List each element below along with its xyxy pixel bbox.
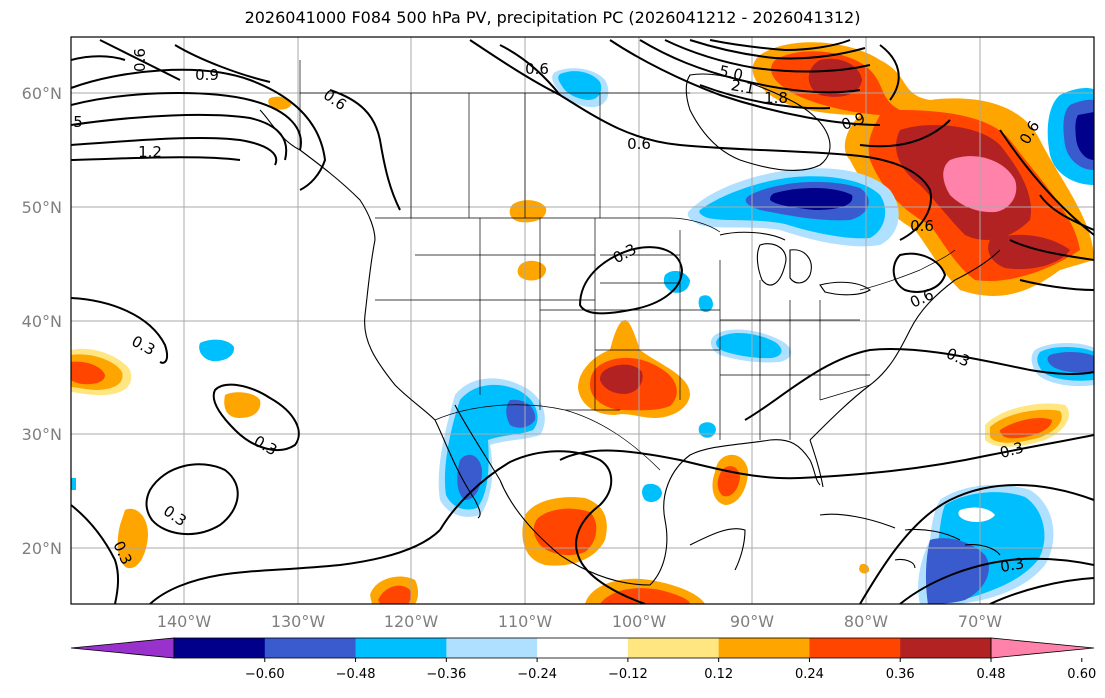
- colorbar-extend-high: [990, 637, 1095, 659]
- contour-label: 5: [73, 113, 83, 131]
- lon-tick-label: 120°W: [384, 612, 439, 631]
- colorbar-tick-label: 0.24: [795, 667, 824, 682]
- contour-label: 0.6: [627, 135, 651, 153]
- colorbar-extend-low: [70, 637, 175, 659]
- colorbar-tick-label: 0.60: [1067, 667, 1096, 682]
- lat-tick-label: 30°N: [22, 425, 62, 444]
- map-frame: [70, 36, 1095, 605]
- colorbar: [70, 637, 1095, 659]
- map-title: 2026041000 F084 500 hPa PV, precipitatio…: [244, 8, 861, 27]
- colorbar-tick-label: 0.12: [704, 667, 733, 682]
- lat-axis: 60°N 50°N 40°N 30°N 20°N: [22, 84, 62, 558]
- lat-tick-label: 20°N: [22, 539, 62, 558]
- contour-label: 0.6: [910, 217, 934, 235]
- coastlines: [259, 73, 1001, 586]
- contour-label: 5.0: [717, 62, 744, 85]
- colorbar-swatch: [446, 638, 538, 658]
- colorbar-tick-label: 0.36: [886, 667, 915, 682]
- colorbar-swatch: [355, 638, 447, 658]
- colorbar-swatch: [900, 638, 992, 658]
- precip-shading: [71, 42, 1094, 604]
- contour-label: 1.2: [138, 143, 162, 161]
- contour-label: 0.3: [998, 438, 1026, 462]
- contour-label: 1.8: [764, 89, 788, 107]
- colorbar-tick-label: −0.48: [336, 667, 376, 682]
- colorbar-swatch: [809, 638, 901, 658]
- colorbar-tick-label: 0.48: [977, 667, 1006, 682]
- lat-tick-label: 60°N: [22, 84, 62, 103]
- lon-tick-label: 130°W: [271, 612, 326, 631]
- lon-tick-label: 140°W: [157, 612, 212, 631]
- colorbar-tick-label: −0.36: [426, 667, 466, 682]
- colorbar-tick-label: −0.24: [517, 667, 557, 682]
- contour-label: 2.1: [730, 76, 757, 98]
- pv-contours: [71, 39, 1094, 604]
- lon-tick-label: 80°W: [844, 612, 888, 631]
- lat-tick-label: 50°N: [22, 198, 62, 217]
- lon-tick-label: 90°W: [730, 612, 774, 631]
- colorbar-swatch: [537, 638, 629, 658]
- colorbar-tick-label: −0.60: [245, 667, 285, 682]
- colorbar-swatch: [264, 638, 357, 658]
- contour-label: 0.6: [131, 48, 149, 72]
- lon-tick-label: 100°W: [612, 612, 667, 631]
- contour-label: 0.3: [999, 554, 1026, 576]
- colorbar-swatch: [174, 638, 266, 658]
- colorbar-labels: −0.60 −0.48 −0.36 −0.24 −0.12 0.12 0.24 0.36 0.4…: [245, 658, 1096, 682]
- colorbar-swatch: [627, 638, 720, 658]
- colorbar-outline: [173, 637, 992, 659]
- lon-tick-label: 110°W: [498, 612, 553, 631]
- lon-tick-label: 70°W: [958, 612, 1002, 631]
- contour-label: 0.6: [525, 60, 549, 78]
- colorbar-tick-label: −0.12: [608, 667, 648, 682]
- lat-tick-label: 40°N: [22, 312, 62, 331]
- contour-label: 0.9: [195, 66, 219, 84]
- lon-axis: 140°W 130°W 120°W 110°W 100°W 90°W 80°W …: [157, 612, 1002, 631]
- colorbar-swatch: [718, 638, 810, 658]
